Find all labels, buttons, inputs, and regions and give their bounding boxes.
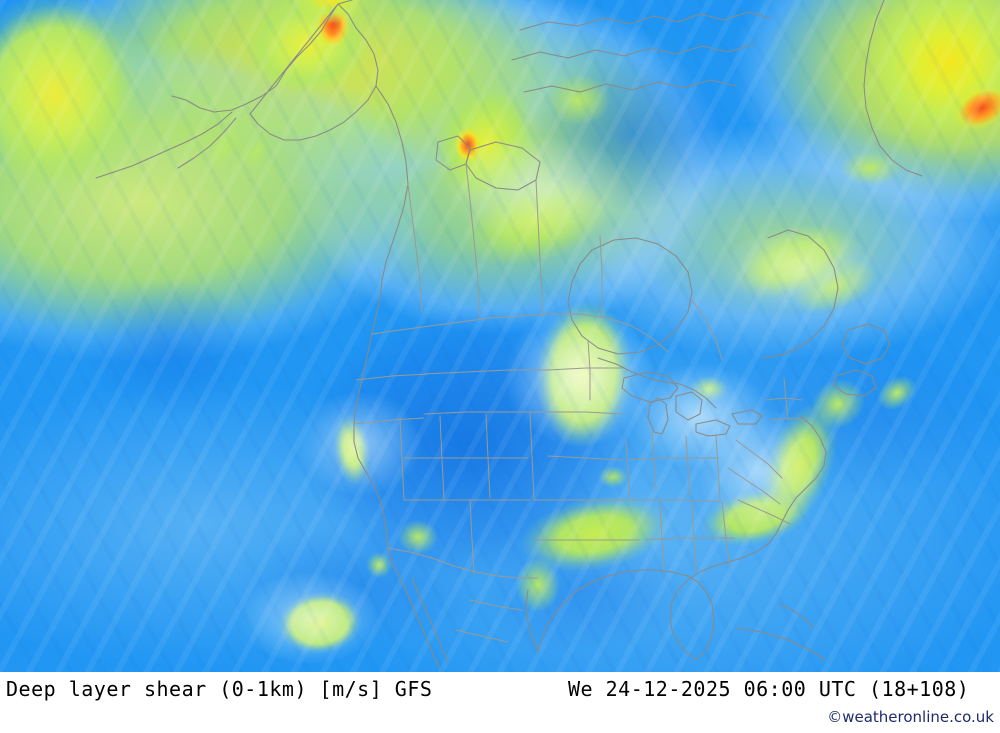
border-state-mw-3 xyxy=(652,432,656,490)
coastline-arctic-islands xyxy=(520,12,770,30)
border-us-canada xyxy=(372,314,668,352)
map-geography-overlay xyxy=(0,0,1000,672)
coastline-great-lakes xyxy=(598,358,716,408)
coastline-banks-island xyxy=(436,136,470,170)
border-province-4 xyxy=(600,236,602,318)
valid-time-label: We 24-12-2025 06:00 UTC (18+108) xyxy=(568,677,970,701)
border-province-3 xyxy=(536,180,542,314)
coastline-bahamas xyxy=(780,604,814,628)
border-state-ne-3 xyxy=(784,378,788,420)
border-state-wy-co xyxy=(424,412,548,414)
shear-map-canvas[interactable] xyxy=(0,0,1000,672)
coastline-arctic-islands-3 xyxy=(524,80,736,92)
coastline-cuba xyxy=(736,628,826,660)
coastline-arctic-islands-2 xyxy=(512,44,754,60)
product-title-label: Deep layer shear (0-1km) [m/s] GFS xyxy=(6,677,433,701)
border-state-mw-4 xyxy=(686,436,690,496)
border-state-app-1 xyxy=(736,440,782,478)
border-state-nv-ut xyxy=(440,416,444,500)
coastline-hudson-bay xyxy=(568,238,692,354)
border-state-or-ca xyxy=(354,418,424,424)
coastline-baja-gulf xyxy=(412,578,448,662)
border-mexico-state-2 xyxy=(456,630,508,642)
lake-erie xyxy=(696,420,730,436)
coastline-us-east xyxy=(670,416,826,660)
coastline-mexico-east xyxy=(526,590,538,652)
border-state-app-2 xyxy=(728,468,780,504)
border-province-5 xyxy=(692,300,722,360)
border-state-co-ks xyxy=(530,412,534,500)
lake-superior xyxy=(622,372,678,402)
border-state-ut-co xyxy=(486,414,490,498)
coastline-aleutians-2 xyxy=(178,118,236,168)
lake-ontario xyxy=(732,410,762,424)
coastline-labrador xyxy=(762,230,838,358)
border-state-se-4 xyxy=(722,502,730,566)
border-state-se-2 xyxy=(660,502,664,572)
border-state-ne-ia xyxy=(626,440,630,498)
coastline-us-west xyxy=(354,298,398,574)
coastline-victoria-island xyxy=(466,142,540,190)
border-state-mt-wy xyxy=(424,370,548,374)
copyright-label: ©weatheronline.co.uk xyxy=(827,708,994,726)
border-state-plains-1 xyxy=(548,368,622,370)
border-province-2 xyxy=(466,164,480,316)
coastline-nova-scotia xyxy=(834,370,876,396)
map-transition-halos xyxy=(0,0,1000,672)
coastline-florida xyxy=(688,576,714,660)
border-state-nd-sd xyxy=(588,340,590,400)
border-state-se-1 xyxy=(646,538,734,540)
border-state-ne-1 xyxy=(766,398,802,400)
border-state-app-3 xyxy=(738,500,790,524)
border-mexico-state-1 xyxy=(470,600,522,610)
coastline-greenland xyxy=(864,0,922,176)
border-state-mw-2 xyxy=(630,500,720,502)
border-state-nm-tx xyxy=(470,500,474,574)
border-state-wa-or xyxy=(356,374,428,380)
border-state-mw-1 xyxy=(630,458,718,460)
lake-michigan xyxy=(648,398,668,434)
map-footer: Deep layer shear (0-1km) [m/s] GFS We 24… xyxy=(0,672,1000,733)
coastline-gulf xyxy=(538,570,688,652)
coastline-bc xyxy=(376,86,408,298)
border-state-plains-3 xyxy=(548,456,622,460)
border-us-mexico xyxy=(388,548,538,578)
coastline-baja xyxy=(398,574,440,668)
border-state-mw-5 xyxy=(716,436,720,500)
coastline-alaska xyxy=(172,0,378,140)
map-band-texture xyxy=(0,0,1000,672)
coastline-aleutians xyxy=(96,112,232,178)
border-state-ne-2 xyxy=(772,418,808,420)
lake-huron xyxy=(676,392,702,420)
border-state-id-nv xyxy=(400,418,404,500)
coastline-newfoundland xyxy=(842,324,890,364)
border-state-se-3 xyxy=(692,502,696,572)
border-province-1 xyxy=(408,184,422,312)
border-state-plains-2 xyxy=(548,412,622,414)
